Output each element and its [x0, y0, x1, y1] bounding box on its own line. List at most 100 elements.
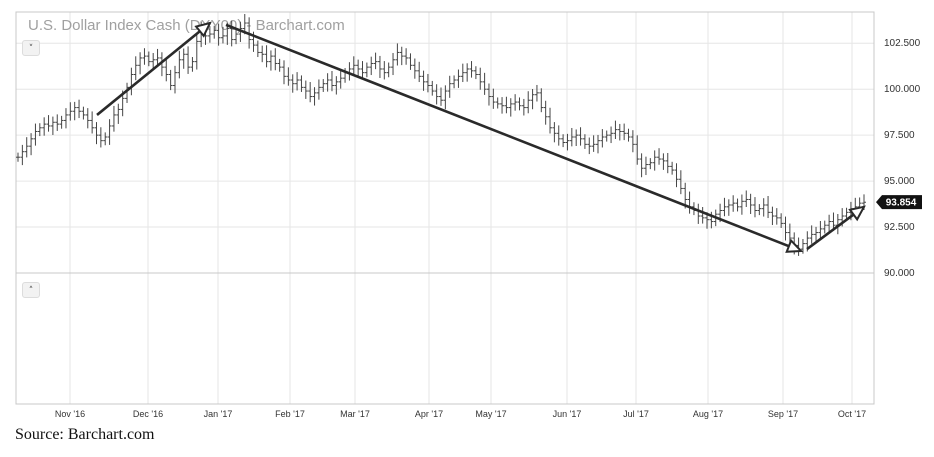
ohlc-bar: [264, 45, 269, 68]
expand-bottom-pane-button[interactable]: ˄: [22, 282, 40, 298]
ohlc-bar: [582, 134, 587, 149]
ohlc-bar: [412, 58, 417, 79]
y-tick-label: 90.000: [884, 268, 915, 279]
ohlc-bar: [133, 56, 138, 81]
x-tick-label: Nov '16: [55, 409, 85, 419]
ohlc-bar: [726, 199, 731, 216]
ohlc-bar: [565, 133, 570, 151]
ohlc-bar: [24, 137, 29, 158]
ohlc-bar: [282, 60, 287, 85]
ohlc-bar: [29, 133, 34, 156]
ohlc-bar: [539, 88, 544, 113]
ohlc-bar: [674, 163, 679, 188]
ohlc-bar: [722, 197, 727, 217]
last-value-label: 93.854: [886, 198, 917, 209]
ohlc-bar: [630, 130, 635, 153]
ohlc-bar: [504, 96, 509, 114]
ohlc-bar: [321, 79, 326, 92]
ohlc-bar: [443, 85, 448, 110]
chart-title: U.S. Dollar Index Cash (DXY00) - Barchar…: [28, 17, 345, 34]
ohlc-bar: [234, 29, 239, 45]
ohlc-bar: [299, 75, 304, 92]
ohlc-bar: [212, 25, 217, 39]
ohlc-bar: [757, 204, 762, 216]
ohlc-bar: [687, 191, 692, 214]
ohlc-bar: [408, 53, 413, 70]
ohlc-bar: [774, 208, 779, 225]
ohlc-bar: [59, 115, 64, 129]
ohlc-bar: [142, 48, 147, 65]
ohlc-bar: [521, 98, 526, 116]
ohlc-bar: [207, 26, 212, 43]
ohlc-bar: [600, 129, 605, 148]
ohlc-bar: [177, 50, 182, 79]
ohlc-bar: [670, 161, 675, 175]
ohlc-bar: [561, 134, 566, 148]
ohlc-bar: [50, 116, 55, 135]
ohlc-bar: [735, 198, 740, 212]
ohlc-bar: [138, 52, 143, 75]
ohlc-bar: [761, 198, 766, 217]
ohlc-bar: [220, 26, 225, 44]
ohlc-bar: [613, 120, 618, 140]
last-value-marker: 93.854: [876, 195, 922, 210]
plot-frame: [15, 11, 875, 405]
ohlc-bar: [456, 69, 461, 88]
ohlc-bar: [308, 82, 313, 103]
ohlc-bar: [609, 126, 614, 144]
ohlc-bar: [657, 148, 662, 165]
ohlc-bar: [530, 89, 535, 110]
x-tick-label: Jan '17: [204, 409, 233, 419]
trend-arrow: [96, 21, 212, 116]
ohlc-bar: [587, 137, 592, 155]
ohlc-bar: [255, 40, 260, 58]
ohlc-bar: [478, 67, 483, 90]
ohlc-bar: [90, 111, 95, 134]
ohlc-bar: [635, 135, 640, 165]
ohlc-bar: [155, 48, 160, 66]
ohlc-bar: [482, 72, 487, 95]
collapse-top-pane-button[interactable]: ˅: [22, 40, 40, 56]
ohlc-bar: [744, 190, 749, 208]
ohlc-bar: [151, 52, 156, 70]
ohlc-bar: [822, 220, 827, 234]
y-axis: 102.500 100.000 97.500 95.000 92.500 90.000: [884, 38, 921, 279]
ohlc-bar: [831, 212, 836, 231]
ohlc-bar: [748, 193, 753, 214]
ohlc-bar: [652, 150, 657, 171]
ohlc-bar: [325, 73, 330, 92]
ohlc-bar: [818, 220, 823, 240]
ohlc-bar: [382, 61, 387, 80]
ohlc-bar: [63, 108, 68, 129]
ohlc-bar: [81, 106, 86, 120]
ohlc-bar: [552, 122, 557, 143]
ohlc-bar: [473, 66, 478, 80]
ohlc-bar: [465, 63, 470, 82]
ohlc-bar: [172, 65, 177, 94]
ohlc-bar: [37, 123, 42, 137]
ohlc-bar: [534, 84, 539, 102]
ohlc-bar: [356, 59, 361, 78]
ohlc-bar: [369, 56, 374, 76]
ohlc-bar: [338, 70, 343, 89]
x-tick-label: Aug '17: [693, 409, 723, 419]
x-tick-label: Feb '17: [275, 409, 305, 419]
ohlc-bar: [85, 108, 90, 129]
ohlc-bar: [316, 79, 321, 100]
ohlc-bars: [16, 14, 866, 256]
ohlc-bar: [779, 213, 784, 228]
ohlc-bar: [72, 101, 77, 121]
ohlc-bar: [648, 158, 653, 170]
x-tick-label: Dec '16: [133, 409, 163, 419]
y-tick-label: 92.500: [884, 222, 915, 233]
trend-arrow: [806, 205, 866, 251]
ohlc-bar: [190, 57, 195, 72]
ohlc-bar: [739, 194, 744, 215]
ohlc-bar: [103, 132, 108, 146]
x-tick-label: May '17: [475, 409, 506, 419]
ohlc-bar: [460, 63, 465, 83]
ohlc-bar: [194, 34, 199, 70]
trend-arrow: [225, 23, 804, 253]
ohlc-bar: [277, 58, 282, 72]
y-tick-label: 102.500: [884, 38, 921, 49]
